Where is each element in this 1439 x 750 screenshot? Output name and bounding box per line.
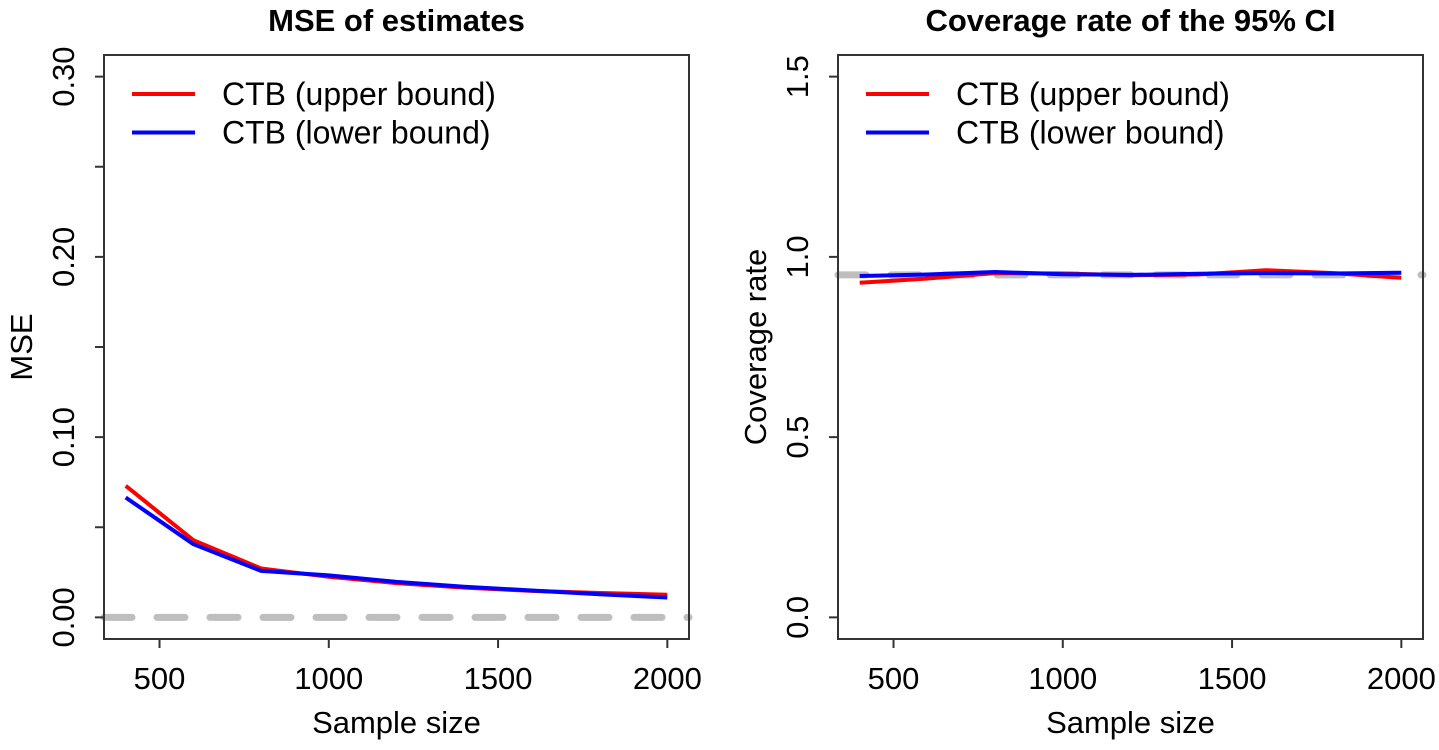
coverage-panel-legend-label-lower: CTB (lower bound): [956, 115, 1225, 151]
coverage-panel: 500 1000 1500 2000 0.0 0.5 1.0 1.5 Coverage rate…: [738, 3, 1436, 740]
mse-panel-y-axis-label: MSE: [4, 313, 39, 380]
coverage-panel-x-tick-label: 1500: [1198, 661, 1267, 696]
mse-panel-title: MSE of estimates: [268, 3, 525, 38]
coverage-panel-y-tick-label: 1.0: [780, 235, 815, 278]
mse-panel-y-tick-label: 0.00: [46, 587, 81, 647]
coverage-panel-y-tick-label: 0.0: [780, 596, 815, 639]
mse-panel-y-tick-label: 0.30: [46, 46, 81, 106]
coverage-panel-y-axis-label: Coverage rate: [738, 249, 773, 445]
mse-panel-series-upper-bound: [124, 484, 668, 597]
mse-panel-x-tick-label: 500: [134, 661, 186, 696]
mse-panel-legend-label-lower: CTB (lower bound): [222, 115, 491, 151]
mse-panel-y-tick-label: 0.20: [46, 227, 81, 287]
coverage-panel-x-tick-label: 1000: [1028, 661, 1097, 696]
coverage-panel-legend-label-upper: CTB (upper bound): [956, 76, 1230, 112]
mse-panel-x-tick-label: 1500: [464, 661, 533, 696]
coverage-panel-series-lower-bound: [859, 270, 1402, 278]
coverage-panel-y-tick-label: 0.5: [780, 416, 815, 459]
coverage-panel-x-axis-label: Sample size: [1046, 705, 1215, 740]
mse-panel-x-tick-label: 2000: [633, 661, 702, 696]
mse-panel-y-tick-label: 0.10: [46, 407, 81, 467]
mse-panel-x-tick-label: 1000: [294, 661, 363, 696]
coverage-panel-x-tick-label: 500: [868, 661, 920, 696]
mse-panel-x-axis-label: Sample size: [312, 705, 481, 740]
mse-panel: 500 1000 1500 2000 0.00 0.10 0.20 0.30 MSE of es…: [4, 3, 702, 740]
mse-panel-legend-label-upper: CTB (upper bound): [222, 76, 496, 112]
coverage-panel-title: Coverage rate of the 95% CI: [925, 3, 1335, 38]
coverage-panel-y-tick-label: 1.5: [780, 55, 815, 98]
mse-panel-series-lower-bound: [124, 495, 668, 600]
coverage-panel-plot-box: [837, 54, 1424, 640]
coverage-panel-x-tick-label: 2000: [1367, 661, 1436, 696]
